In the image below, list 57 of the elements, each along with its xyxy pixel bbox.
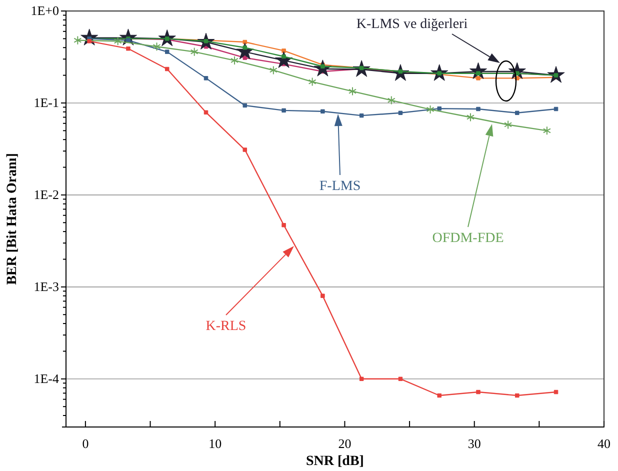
point <box>164 50 170 54</box>
x-tick-label: 30 <box>468 436 481 452</box>
point <box>242 148 248 152</box>
point <box>515 110 520 116</box>
point <box>282 222 286 228</box>
point <box>152 42 161 52</box>
point <box>542 126 551 136</box>
point <box>87 39 92 44</box>
point <box>554 106 558 112</box>
point <box>242 103 248 108</box>
point <box>476 76 480 80</box>
x-tick-label: 40 <box>598 436 610 452</box>
point <box>164 66 170 72</box>
y-tick-label: 1E-3 <box>34 279 59 294</box>
point <box>74 36 82 45</box>
y-axis-title: BER [Bit Hata Oranı] <box>5 153 20 285</box>
point <box>282 54 286 59</box>
annotation: K-LMS ve diğerleri <box>356 17 468 32</box>
point <box>190 47 198 56</box>
x-tick-label: 0 <box>82 436 89 452</box>
point <box>348 86 356 96</box>
point <box>114 36 122 46</box>
point <box>242 45 248 50</box>
annotation: F-LMS <box>319 179 361 194</box>
y-tick-label: 1E+0 <box>30 3 59 18</box>
point <box>476 390 480 394</box>
x-tick-label: 20 <box>338 436 352 452</box>
point <box>387 96 396 105</box>
point <box>320 109 325 114</box>
point <box>126 46 130 51</box>
point <box>398 376 403 382</box>
point <box>466 112 474 122</box>
point <box>359 113 364 118</box>
point <box>504 120 512 130</box>
point <box>515 393 520 398</box>
point <box>476 106 480 112</box>
point <box>269 66 278 75</box>
x-axis-title: SNR [dB] <box>306 454 364 469</box>
point <box>308 77 316 86</box>
point <box>554 390 558 394</box>
point <box>204 110 208 115</box>
point <box>282 108 286 113</box>
point <box>437 106 442 111</box>
annotation: OFDM-FDE <box>432 231 504 246</box>
point <box>320 294 325 298</box>
point <box>359 376 364 382</box>
annotation: K-RLS <box>206 319 246 334</box>
y-tick-label: 1E-1 <box>34 95 59 110</box>
y-tick-label: 1E-4 <box>34 371 60 386</box>
point <box>204 76 208 80</box>
point <box>398 110 403 116</box>
point <box>230 56 239 65</box>
y-tick-label: 1E-2 <box>34 187 59 202</box>
point <box>242 40 248 44</box>
point <box>426 104 434 114</box>
point <box>437 393 442 398</box>
x-tick-label: 10 <box>208 436 222 452</box>
